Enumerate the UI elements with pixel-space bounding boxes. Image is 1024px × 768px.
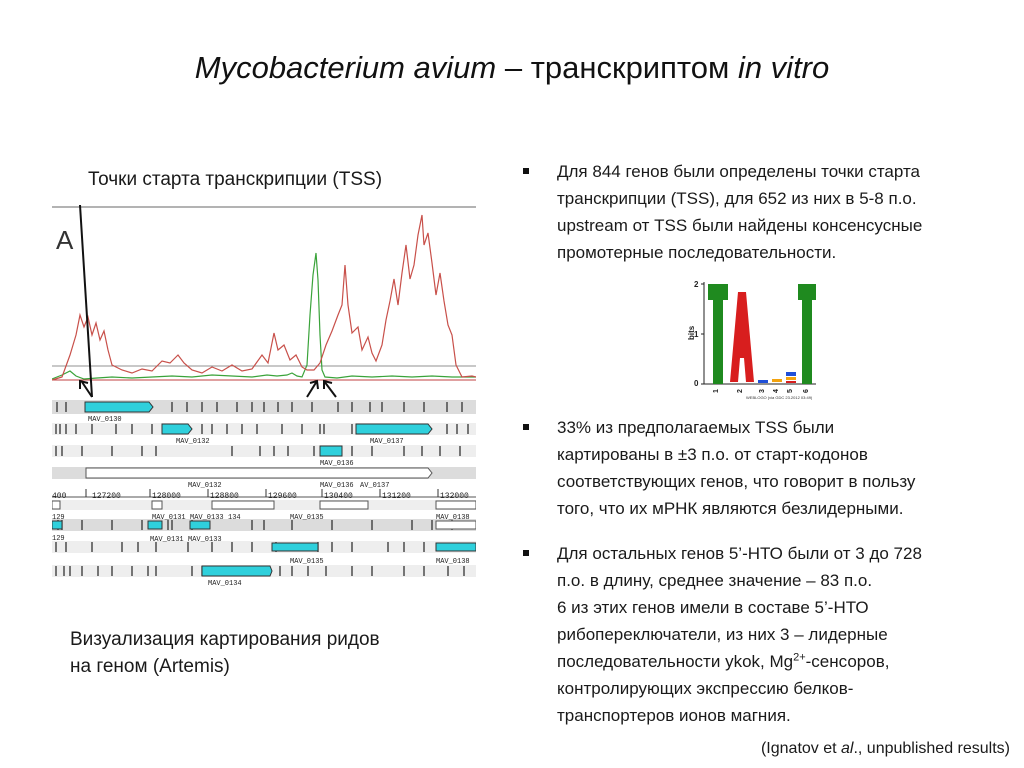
coord-label: 131200 xyxy=(382,492,411,501)
gene-label: MAV_0133 xyxy=(190,514,224,522)
bullet-square-icon xyxy=(523,550,529,556)
coverage-trace-green xyxy=(52,252,476,380)
coord-label: 127200 xyxy=(92,492,121,501)
gene-label: MAV_0130 xyxy=(88,416,122,424)
logo-x-tick: 6 xyxy=(803,389,810,393)
logo-x-tick: 3 xyxy=(759,389,766,393)
sequence-logo: 2 1 0 bits 1 2 xyxy=(684,278,836,400)
bullet-line: соответствующих генов, что говорит в пол… xyxy=(557,472,916,491)
logo-x-tick: 5 xyxy=(787,389,794,393)
gene-label: AV_0137 xyxy=(360,482,389,490)
bullet-line: контролирующих экспрессию белков- xyxy=(557,679,854,698)
gene-label: 129 xyxy=(52,514,65,522)
tss-arrow-2 xyxy=(306,380,318,398)
caption-line: Визуализация картирования ридов xyxy=(70,629,380,650)
bullet-line: 33% из предполагаемых TSS были xyxy=(557,418,835,437)
coverage-trace-red xyxy=(52,214,476,381)
gene-label: MAV_0136 xyxy=(320,460,354,468)
figure-caption-bottom: Визуализация картирования ридов на геном… xyxy=(70,626,490,680)
coord-label: 400 xyxy=(52,492,67,501)
coord-label: 132000 xyxy=(440,492,469,501)
bullet-line: upstream от TSS были найдены консенсусны… xyxy=(557,216,923,235)
gene-label: MAV_0138 xyxy=(436,558,470,566)
gene-label: MAV_0136 xyxy=(320,482,354,490)
artemis-figure: A xyxy=(52,205,476,589)
gene-label: 134 xyxy=(228,514,241,522)
bullet-line: картированы в ±3 п.о. от старт-кодонов xyxy=(557,445,868,464)
gene-label: MAV_0138 xyxy=(436,514,470,522)
logo-small-letters xyxy=(758,372,796,383)
coord-label: 130400 xyxy=(324,492,353,501)
gene-label: MAV_0137 xyxy=(370,438,404,446)
logo-y-tick: 1 xyxy=(694,330,699,339)
bullet-square-icon xyxy=(523,424,529,430)
bullet-line: того, что их мРНК являются безлидерными. xyxy=(557,499,904,518)
gene-label: MAV_0132 xyxy=(188,482,222,490)
gene-label: MAV_0131 xyxy=(152,514,186,522)
gene-label: MAV_0134 xyxy=(208,580,242,588)
logo-x-tick: 1 xyxy=(713,389,720,393)
coordinate-ruler: 400 127200 128000 128800 129600 130400 1… xyxy=(52,489,476,501)
logo-y-label: bits xyxy=(687,325,696,340)
logo-letter-T xyxy=(798,284,816,384)
bullet-line: последовательности ykok, Mg2+-сенсоров, xyxy=(557,651,890,671)
coord-label: 129600 xyxy=(268,492,297,501)
bullet-line: 6 из этих генов имели в составе 5’-НТО xyxy=(557,598,869,617)
gene-label: MAV_0135 xyxy=(290,514,324,522)
logo-footer: WEBLOGO (via GDC 23.2012 03:49) xyxy=(746,395,813,400)
bullet-line: транспортеров ионов магния. xyxy=(557,706,791,725)
logo-y-tick: 2 xyxy=(694,280,699,289)
figure-caption-top: Точки старта транскрипции (TSS) xyxy=(88,169,383,190)
reference-note: (Ignatov et al., unpublished results) xyxy=(760,740,1010,757)
bullet-line: п.о. в длину, среднее значение – 83 п.о. xyxy=(557,571,873,590)
gene-label: MAV_0132 xyxy=(176,438,210,446)
bullet-square-icon xyxy=(523,168,529,174)
logo-letter-T xyxy=(708,284,728,384)
tss-arrow-1 xyxy=(79,205,93,398)
logo-y-tick: 0 xyxy=(694,379,699,388)
logo-x-tick: 4 xyxy=(773,389,780,393)
coord-label: 128000 xyxy=(152,492,181,501)
logo-x-tick: 2 xyxy=(737,389,744,393)
logo-letter-A xyxy=(730,292,754,382)
caption-line: на геном (Artemis) xyxy=(70,656,230,677)
bullet-line: рибопереключатели, из них 3 – лидерные xyxy=(557,625,888,644)
gene-label: MAV_0131 xyxy=(150,536,184,544)
gene-label: MAV_0133 xyxy=(188,536,222,544)
gene-features xyxy=(52,401,476,577)
panel-letter: A xyxy=(56,225,74,255)
gene-label: MAV_0135 xyxy=(290,558,324,566)
gene-label: 129 xyxy=(52,535,65,543)
coord-label: 128800 xyxy=(210,492,239,501)
tss-arrow-3 xyxy=(323,380,337,398)
bullet-line: транскрипции (TSS), для 652 из них в 5-8… xyxy=(557,189,917,208)
bullet-line: Для 844 генов были определены точки стар… xyxy=(557,162,921,181)
stop-codon-ticks xyxy=(55,402,469,576)
slide-title: Mycobacterium avium – транскриптом in vi… xyxy=(194,50,830,85)
bullet-line: промотерные последовательности. xyxy=(557,243,837,262)
bullet-line: Для остальных генов 5’-НТО были от 3 до … xyxy=(557,544,922,563)
